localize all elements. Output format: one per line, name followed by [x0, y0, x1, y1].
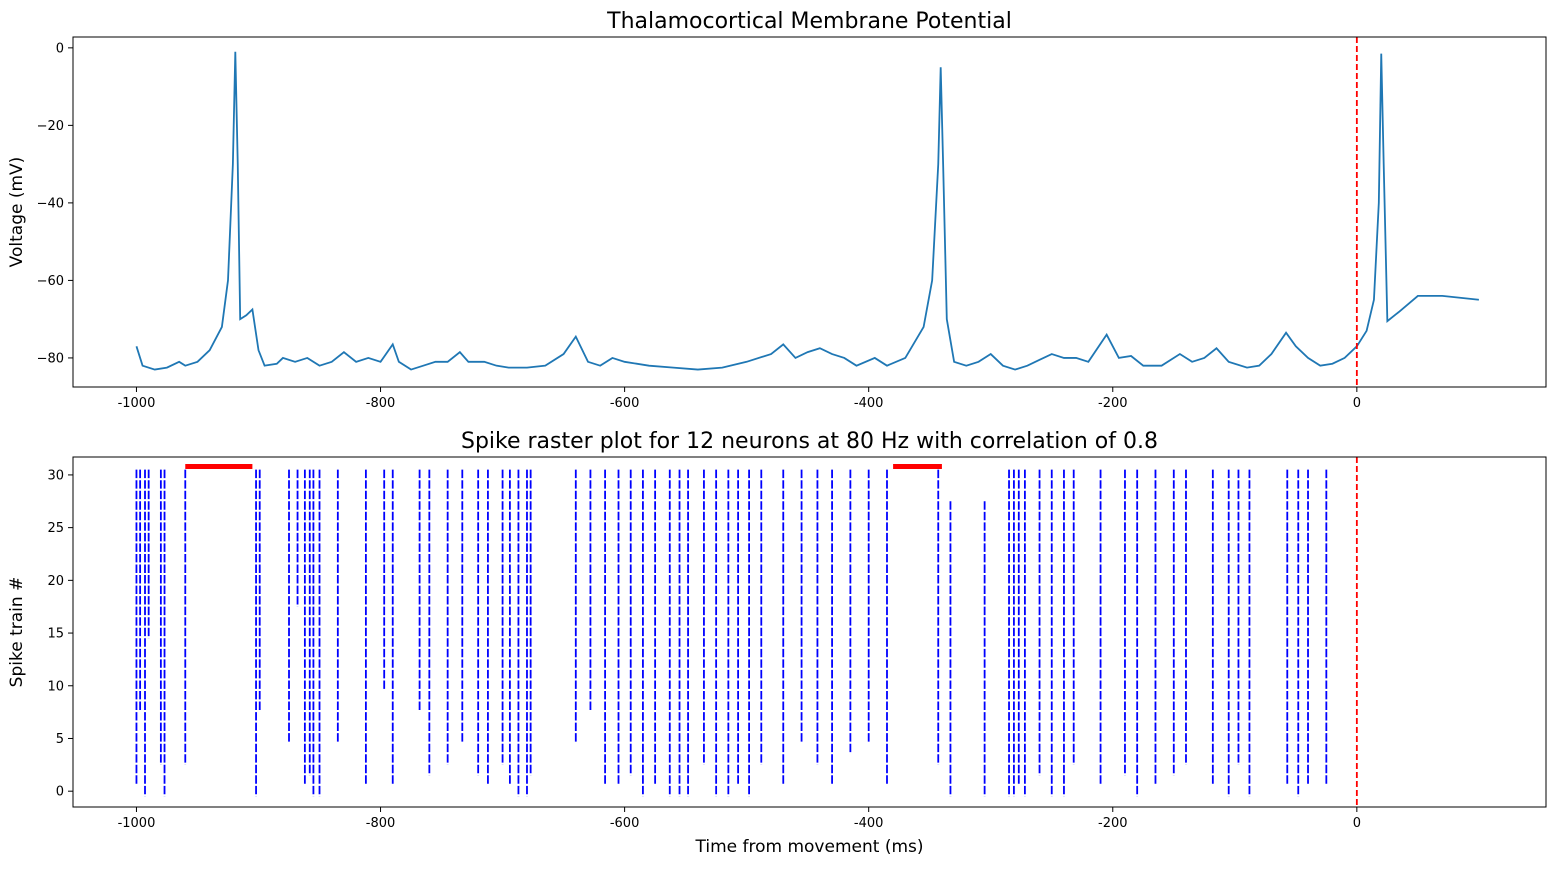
- y-tick-label: −80: [37, 351, 64, 366]
- panel: -1000 -800 -600 -400 -200 0 0 5 10 15 20 25 30 Spike …: [7, 429, 1547, 857]
- x-tick-label: 0: [1353, 816, 1361, 831]
- panel: -1000 -800 -600 -400 -200 0 −80 −60 −40 −20 0 Thala…: [7, 9, 1547, 411]
- x-tick-label: -800: [366, 396, 396, 411]
- y-axis-label: Voltage (mV): [7, 157, 27, 268]
- voltage-line: [135, 51, 1479, 371]
- x-tick-label: -1000: [118, 816, 156, 831]
- y-tick-label: 15: [47, 627, 64, 642]
- x-tick-label: -600: [610, 396, 640, 411]
- x-tick-label: -400: [854, 396, 884, 411]
- y-tick-label: 25: [47, 521, 64, 536]
- x-tick-label: -600: [610, 816, 640, 831]
- x-axis-label: Time from movement (ms): [695, 837, 924, 857]
- chart-title: Spike raster plot for 12 neurons at 80 H…: [461, 429, 1158, 454]
- y-tick-label: −40: [37, 196, 64, 211]
- y-tick-label: 0: [56, 41, 64, 56]
- y-tick-label: 5: [56, 732, 64, 747]
- y-tick-label: −60: [37, 274, 64, 289]
- plot-frame: [72, 456, 1547, 808]
- plot-frame: [72, 36, 1547, 388]
- y-tick-label: 10: [47, 679, 64, 694]
- x-tick-label: -400: [854, 816, 884, 831]
- y-tick-label: 20: [47, 574, 64, 589]
- x-tick-label: 0: [1353, 396, 1361, 411]
- y-tick-label: 0: [56, 785, 64, 800]
- x-tick-label: -800: [366, 816, 396, 831]
- y-tick-label: 30: [47, 468, 64, 483]
- y-tick-label: −20: [37, 119, 64, 134]
- y-axis-label: Spike train #: [7, 577, 27, 688]
- x-tick-label: -200: [1098, 816, 1128, 831]
- chart-title: Thalamocortical Membrane Potential: [606, 9, 1012, 34]
- x-tick-label: -200: [1098, 396, 1128, 411]
- x-tick-label: -1000: [118, 396, 156, 411]
